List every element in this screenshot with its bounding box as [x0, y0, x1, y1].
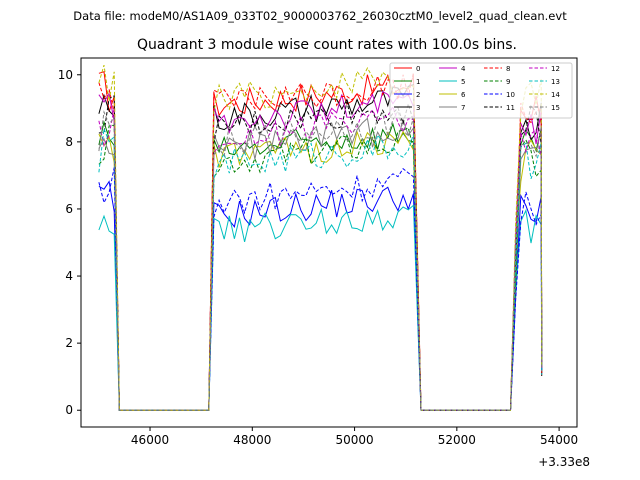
- chart-title: Quadrant 3 module wise count rates with …: [137, 37, 517, 53]
- y-tick-label: 4: [65, 269, 73, 283]
- series-line-4: [98, 90, 543, 411]
- legend-label-14: 14: [551, 91, 560, 99]
- legend-label-5: 5: [461, 78, 465, 86]
- series-line-5: [98, 204, 543, 411]
- suptitle: Data file: modeM0/AS1A09_033T02_90000037…: [73, 9, 567, 23]
- x-offset-label: +3.33e8: [538, 455, 590, 469]
- legend-label-12: 12: [551, 65, 560, 73]
- x-tick-label: 48000: [233, 433, 271, 447]
- legend-label-11: 11: [506, 104, 515, 112]
- y-tick-label: 10: [58, 68, 73, 82]
- y-tick-label: 6: [65, 202, 73, 216]
- y-tick-label: 8: [65, 135, 73, 149]
- legend-label-2: 2: [416, 91, 420, 99]
- series-line-6: [98, 130, 543, 411]
- plot-frame: [80, 57, 578, 428]
- legend-label-9: 9: [506, 78, 510, 86]
- y-axis: 0 2 4 6 8 10: [58, 68, 81, 417]
- legend-label-15: 15: [551, 104, 560, 112]
- legend-label-8: 8: [506, 65, 510, 73]
- legend-label-6: 6: [461, 91, 466, 99]
- legend-label-10: 10: [506, 91, 515, 99]
- x-tick-label: 54000: [540, 433, 578, 447]
- x-axis: 46000 48000 50000 52000 54000: [131, 427, 578, 447]
- x-tick-label: 50000: [335, 433, 373, 447]
- series-line-15: [98, 109, 543, 411]
- series-line-13: [98, 128, 543, 411]
- legend-label-13: 13: [551, 78, 560, 86]
- legend-label-3: 3: [416, 104, 420, 112]
- legend-label-1: 1: [416, 78, 420, 86]
- x-tick-label: 46000: [131, 433, 169, 447]
- series-line-9: [98, 124, 543, 411]
- legend-label-4: 4: [461, 65, 466, 73]
- series-line-7: [98, 117, 543, 411]
- legend-frame: [389, 62, 573, 119]
- series-line-2: [98, 180, 543, 411]
- series-line-8: [98, 72, 543, 411]
- series-line-0: [98, 71, 543, 411]
- series-line-3: [98, 84, 543, 411]
- series-line-1: [98, 120, 543, 411]
- y-tick-label: 2: [65, 336, 73, 350]
- y-tick-label: 0: [65, 403, 73, 417]
- legend-label-7: 7: [461, 104, 465, 112]
- x-tick-label: 52000: [438, 433, 476, 447]
- series-line-10: [98, 167, 543, 411]
- legend-label-0: 0: [416, 65, 420, 73]
